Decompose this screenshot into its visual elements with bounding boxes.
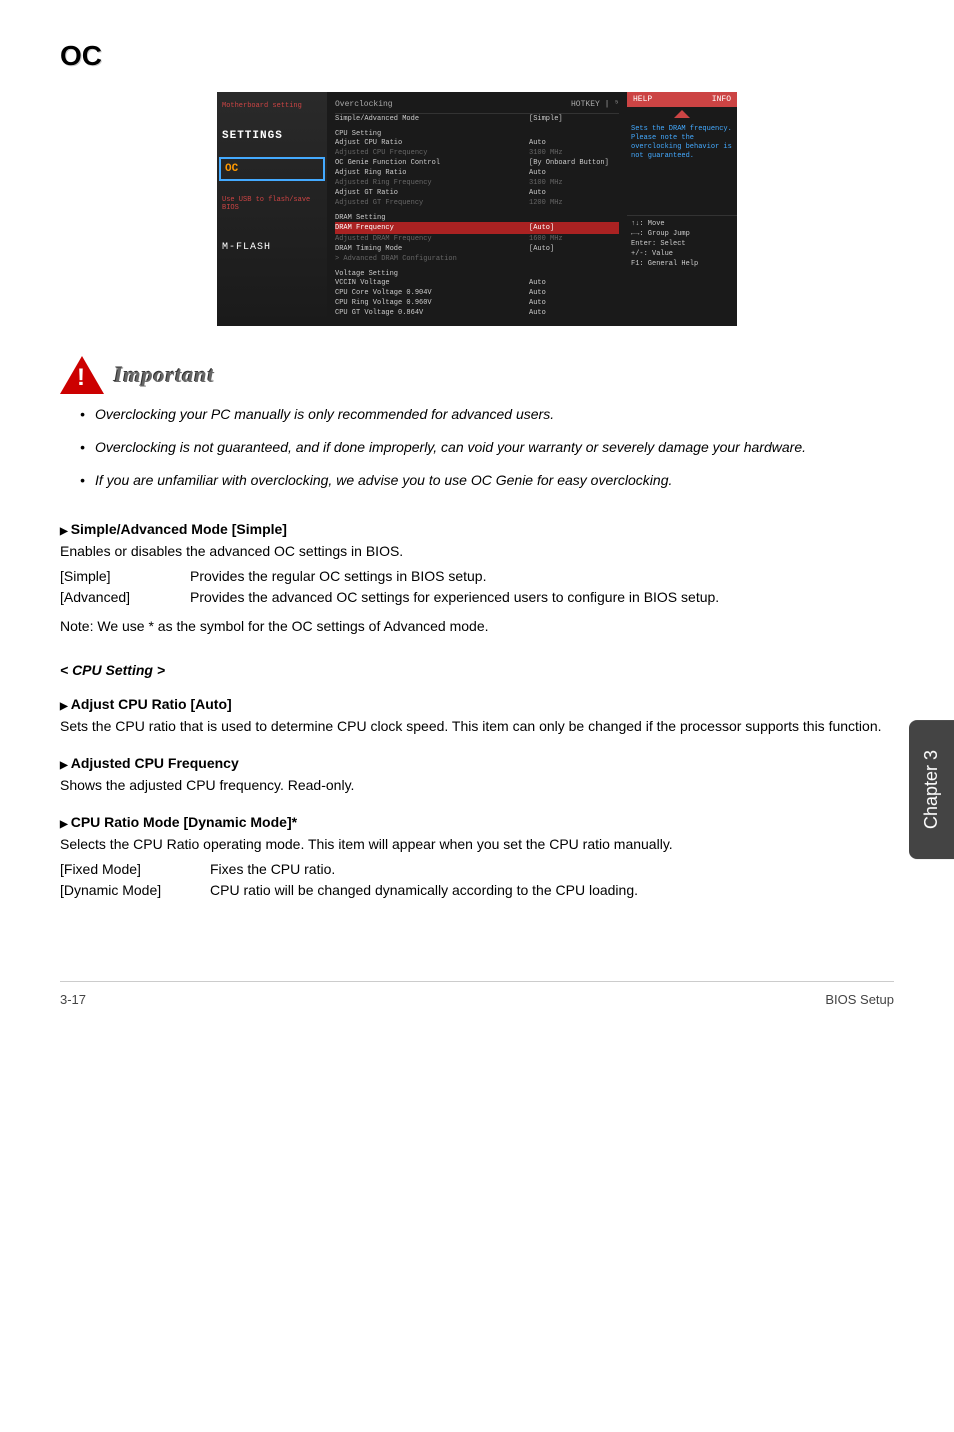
sidebar-mflash: M-FLASH (222, 242, 322, 253)
setting-note: Note: We use * as the symbol for the OC … (60, 616, 894, 637)
chapter-tab: Chapter 3 (909, 720, 954, 859)
bullet-item: Overclocking is not guaranteed, and if d… (80, 437, 894, 458)
help-label: HELP (633, 95, 652, 104)
bios-row: Simple/Advanced Mode[Simple] (335, 114, 619, 124)
footer-page-number: 3-17 (60, 992, 86, 1007)
sidebar-oc-label: OC (225, 163, 319, 175)
option-label: [Simple] (60, 566, 190, 587)
setting-desc: Shows the adjusted CPU frequency. Read-o… (60, 775, 894, 796)
help-nav: ↑↓: Move ←→: Group Jump Enter: Select +/… (627, 215, 737, 273)
bullet-item: If you are unfamiliar with overclocking,… (80, 470, 894, 491)
help-header: HELP INFO (627, 92, 737, 107)
setting-heading: Adjusted CPU Frequency (60, 755, 894, 771)
sidebar-settings: SETTINGS (222, 130, 322, 142)
bios-row: Adjust CPU RatioAuto (335, 138, 619, 148)
bios-row: CPU Ring Voltage 0.960VAuto (335, 298, 619, 308)
bios-row: Voltage Setting (335, 270, 619, 278)
bios-row: CPU Setting (335, 130, 619, 138)
important-label: Important (114, 362, 215, 388)
setting-desc: Selects the CPU Ratio operating mode. Th… (60, 834, 894, 855)
option-desc: Fixes the CPU ratio. (210, 859, 894, 880)
option-label: [Advanced] (60, 587, 190, 608)
subsection-heading: < CPU Setting > (60, 662, 894, 678)
page-title: OC (60, 40, 894, 72)
setting-heading: Simple/Advanced Mode [Simple] (60, 521, 894, 537)
bios-main: Overclocking HOTKEY | ⁵ Simple/Advanced … (327, 92, 737, 326)
sidebar-oc-highlight: OC (219, 157, 325, 181)
bios-row: DRAM Timing Mode[Auto] (335, 244, 619, 254)
bios-row: DRAM Frequency[Auto] (335, 222, 619, 234)
bios-row: CPU GT Voltage 0.864VAuto (335, 308, 619, 318)
bios-settings-panel: Overclocking HOTKEY | ⁵ Simple/Advanced … (327, 92, 627, 326)
option-row: [Advanced] Provides the advanced OC sett… (60, 587, 894, 608)
setting-heading: CPU Ratio Mode [Dynamic Mode]* (60, 814, 894, 830)
bios-row: OC Genie Function Control[By Onboard But… (335, 158, 619, 168)
setting-desc: Enables or disables the advanced OC sett… (60, 541, 894, 562)
bios-sidebar: Motherboard setting SETTINGS OC Use USB … (217, 92, 327, 326)
important-bullets: Overclocking your PC manually is only re… (60, 404, 894, 491)
bios-row: CPU Core Voltage 0.904VAuto (335, 288, 619, 298)
bios-row: Adjusted GT Frequency1200 MHz (335, 198, 619, 208)
bios-row: Adjust Ring RatioAuto (335, 168, 619, 178)
bios-screenshot: Motherboard setting SETTINGS OC Use USB … (217, 92, 737, 326)
bios-row: Adjusted DRAM Frequency1600 MHz (335, 234, 619, 244)
option-row: [Dynamic Mode] CPU ratio will be changed… (60, 880, 894, 901)
bios-header: Overclocking HOTKEY | ⁵ (335, 100, 619, 114)
option-desc: CPU ratio will be changed dynamically ac… (210, 880, 894, 901)
option-desc: Provides the advanced OC settings for ex… (190, 587, 894, 608)
bullet-item: Overclocking your PC manually is only re… (80, 404, 894, 425)
footer-section: BIOS Setup (825, 992, 894, 1007)
option-row: [Fixed Mode] Fixes the CPU ratio. (60, 859, 894, 880)
help-text: Sets the DRAM frequency. Please note the… (627, 121, 737, 165)
bios-header-title: Overclocking (335, 100, 393, 109)
page-footer: 3-17 BIOS Setup (60, 981, 894, 1007)
option-desc: Provides the regular OC settings in BIOS… (190, 566, 894, 587)
bios-row: Adjusted Ring Frequency3100 MHz (335, 178, 619, 188)
bios-header-hotkey: HOTKEY | ⁵ (571, 100, 619, 109)
bios-help-panel: HELP INFO Sets the DRAM frequency. Pleas… (627, 92, 737, 326)
bios-row: VCCIN VoltageAuto (335, 278, 619, 288)
option-label: [Fixed Mode] (60, 859, 210, 880)
setting-desc: Sets the CPU ratio that is used to deter… (60, 716, 894, 737)
bios-row: > Advanced DRAM Configuration (335, 254, 619, 264)
sidebar-settings-sub: Motherboard setting (222, 102, 322, 110)
bios-row: Adjusted CPU Frequency3100 MHz (335, 148, 619, 158)
setting-heading: Adjust CPU Ratio [Auto] (60, 696, 894, 712)
option-label: [Dynamic Mode] (60, 880, 210, 901)
bios-row: DRAM Setting (335, 214, 619, 222)
option-row: [Simple] Provides the regular OC setting… (60, 566, 894, 587)
info-label: INFO (712, 95, 731, 104)
warning-triangle-icon (60, 356, 104, 394)
help-triangle-icon (674, 110, 690, 118)
sidebar-mflash-sub: Use USB to flash/save BIOS (222, 196, 322, 212)
bios-row: Adjust GT RatioAuto (335, 188, 619, 198)
important-block: Important (60, 356, 894, 394)
